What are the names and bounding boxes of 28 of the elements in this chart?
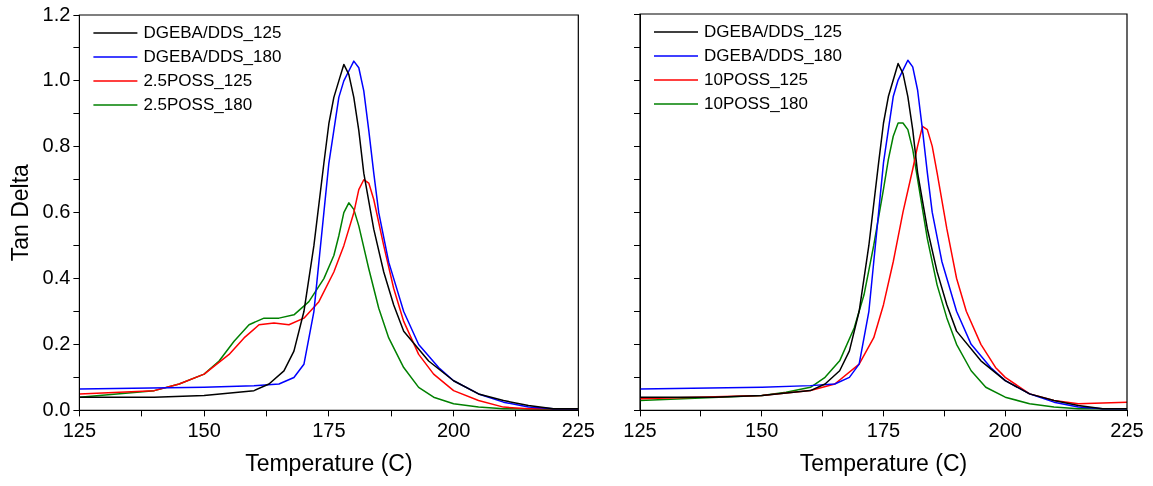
legend-label: DGEBA/DDS_125 (143, 22, 282, 42)
y-tick-label: 1.0 (42, 68, 71, 91)
y-tick-label: 0.8 (42, 134, 71, 157)
y-tick-label: 0.4 (42, 266, 71, 289)
legend-label: 10POSS_125 (704, 69, 808, 89)
x-tick-label: 150 (187, 418, 221, 441)
x-axis-title: Temperature (C) (799, 449, 968, 476)
y-tick-label: 0.0 (42, 397, 71, 420)
x-tick-label: 225 (1110, 418, 1144, 441)
legend-label: 2.5POSS_180 (143, 94, 253, 114)
legend-label: 2.5POSS_125 (143, 70, 253, 90)
x-tick-label: 200 (988, 418, 1022, 441)
legend-label: DGEBA/DDS_180 (143, 46, 282, 66)
x-tick-label: 175 (866, 418, 901, 441)
x-tick-label: 200 (436, 418, 471, 441)
x-tick-label: 125 (623, 418, 657, 441)
x-tick-label: 125 (62, 418, 97, 441)
x-tick-label: 175 (312, 418, 346, 441)
legend-label: DGEBA/DDS_180 (704, 45, 842, 65)
x-tick-label: 225 (561, 418, 595, 441)
y-tick-label: 0.2 (42, 332, 71, 355)
legend-label: 10POSS_180 (704, 93, 808, 113)
y-axis-title: Tan Delta (7, 163, 34, 262)
y-tick-label: 0.6 (42, 200, 71, 223)
x-axis-title: Temperature (C) (245, 449, 413, 476)
legend-label: DGEBA/DDS_125 (704, 21, 842, 41)
x-tick-label: 150 (745, 418, 779, 441)
y-tick-label: 1.2 (42, 2, 71, 25)
